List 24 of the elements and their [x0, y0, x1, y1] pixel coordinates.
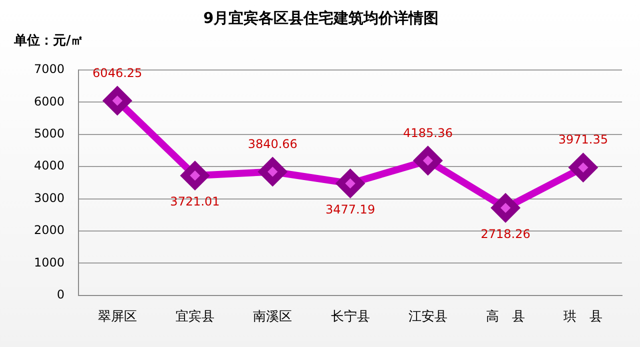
y-tick-label: 3000 [34, 190, 65, 205]
y-tick-label: 6000 [34, 94, 65, 108]
x-tick-label: 江安县 [408, 308, 448, 325]
chart-title: 9月宜宾各区县住宅建筑均价详情图 [203, 8, 439, 27]
y-tick-label: 0 [56, 288, 65, 302]
x-tick-label: 珙 县 [564, 310, 603, 325]
data-label: 4185.36 [403, 126, 453, 140]
data-label: 3971.35 [558, 132, 608, 147]
y-tick-label: 4000 [34, 158, 65, 173]
x-tick-label: 宜宾县 [175, 308, 214, 325]
y-tick-label: 2000 [34, 223, 65, 238]
data-label: 3721.01 [170, 194, 220, 209]
y-tick-label: 5000 [34, 126, 65, 141]
data-label: 3840.66 [248, 136, 298, 151]
data-label: 2718.26 [480, 226, 530, 241]
x-tick-label: 高 县 [486, 308, 526, 325]
x-tick-label: 长宁县 [330, 308, 370, 325]
data-label: 6046.25 [92, 66, 142, 80]
y-tick-label: 7000 [34, 62, 65, 76]
data-label: 3477.19 [325, 202, 376, 217]
y-tick-label: 1000 [34, 255, 65, 270]
x-tick-label: 翠屏区 [98, 310, 137, 325]
x-tick-label: 南溪区 [253, 310, 292, 325]
y-axis-title: 单位：元/㎡ [13, 32, 84, 48]
